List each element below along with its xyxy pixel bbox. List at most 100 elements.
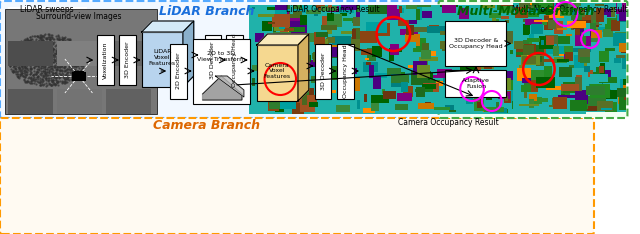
Bar xyxy=(611,7,615,17)
Point xyxy=(8,57,19,60)
Point xyxy=(51,34,61,38)
Bar xyxy=(415,22,424,29)
Bar xyxy=(597,101,613,110)
Point xyxy=(58,38,68,42)
Point xyxy=(42,56,52,60)
Point xyxy=(15,41,26,45)
Point xyxy=(71,55,81,59)
Point xyxy=(35,33,45,37)
Bar xyxy=(574,36,579,50)
Point xyxy=(35,83,45,87)
Point xyxy=(36,83,46,87)
Bar xyxy=(591,72,605,76)
Point xyxy=(8,61,18,64)
Bar xyxy=(337,44,354,99)
Point xyxy=(10,54,20,58)
Point xyxy=(12,73,22,76)
Bar xyxy=(321,54,330,66)
Point xyxy=(36,41,47,45)
Bar xyxy=(449,7,455,10)
Point xyxy=(54,47,64,51)
Point xyxy=(17,58,27,62)
Point xyxy=(31,39,41,43)
Point xyxy=(33,64,43,68)
Bar xyxy=(425,102,431,108)
Point xyxy=(44,35,54,39)
Bar xyxy=(497,5,509,10)
Point xyxy=(38,55,49,58)
Point xyxy=(26,53,36,56)
Point xyxy=(33,47,43,51)
Point xyxy=(67,77,77,81)
Bar xyxy=(534,53,540,60)
Bar xyxy=(510,50,515,54)
Point xyxy=(57,81,67,85)
Point xyxy=(12,43,22,47)
Point xyxy=(60,77,70,80)
Bar xyxy=(284,63,304,73)
Point xyxy=(49,74,60,77)
Bar xyxy=(559,10,575,15)
Point xyxy=(59,65,69,69)
Point xyxy=(46,62,56,65)
Bar xyxy=(490,108,508,113)
Bar xyxy=(453,76,457,87)
Point xyxy=(53,53,63,57)
Bar xyxy=(620,97,627,108)
Bar xyxy=(443,78,452,82)
Point xyxy=(42,51,52,54)
Point xyxy=(28,76,38,80)
Point xyxy=(64,44,74,48)
Point xyxy=(42,37,52,40)
Bar xyxy=(595,27,610,32)
Point xyxy=(12,57,22,60)
Bar xyxy=(353,28,371,39)
Point xyxy=(12,53,22,56)
Bar xyxy=(582,32,586,45)
Bar xyxy=(422,84,436,89)
Point xyxy=(52,80,63,84)
Point xyxy=(21,45,31,49)
Bar xyxy=(603,29,613,37)
Point xyxy=(56,48,66,52)
Point xyxy=(44,33,54,36)
Point xyxy=(55,66,65,69)
Point xyxy=(24,62,35,66)
Point xyxy=(44,37,54,41)
Point xyxy=(39,54,49,58)
Bar xyxy=(536,77,555,88)
Bar xyxy=(300,103,315,112)
Bar xyxy=(561,47,580,52)
Point xyxy=(61,48,71,51)
Point xyxy=(60,69,70,73)
Point xyxy=(14,66,24,70)
Point xyxy=(38,44,48,48)
Bar xyxy=(273,32,291,46)
Point xyxy=(45,64,55,68)
Point xyxy=(43,51,53,55)
Point xyxy=(31,53,41,57)
Bar xyxy=(532,40,541,44)
Bar xyxy=(613,33,627,46)
Point xyxy=(49,83,59,86)
Point xyxy=(42,37,52,41)
Point xyxy=(63,57,73,61)
Point xyxy=(50,83,60,87)
Bar xyxy=(257,45,298,101)
Bar xyxy=(625,18,627,28)
Point xyxy=(38,35,49,39)
Point xyxy=(54,76,65,80)
Point xyxy=(54,42,65,45)
Point xyxy=(19,64,29,68)
Point xyxy=(23,41,33,45)
Point xyxy=(58,36,68,40)
Polygon shape xyxy=(257,34,308,45)
Bar xyxy=(287,79,294,81)
Point xyxy=(8,51,19,55)
Point xyxy=(46,36,56,39)
Point xyxy=(33,70,43,74)
Point xyxy=(48,71,58,75)
Point xyxy=(59,66,69,69)
Bar xyxy=(464,61,481,75)
Point xyxy=(32,41,42,45)
